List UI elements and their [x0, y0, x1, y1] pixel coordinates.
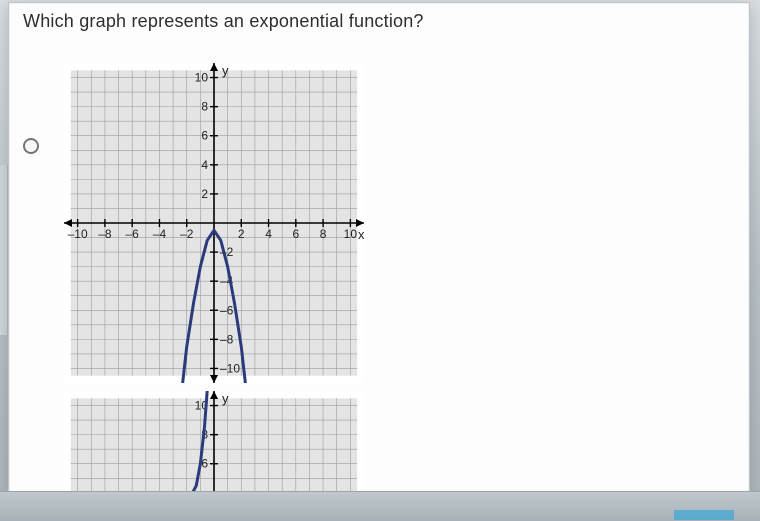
graph-1-svg: –10–8–6–4–2246810–10–8–6–4–2246810xy	[64, 63, 364, 383]
left-edge-tab	[0, 165, 8, 335]
svg-text:–8: –8	[220, 332, 234, 346]
svg-text:8: 8	[320, 227, 327, 241]
svg-text:10: 10	[195, 71, 209, 85]
graph-option-1[interactable]: –10–8–6–4–2246810–10–8–6–4–2246810xy	[64, 63, 364, 383]
svg-text:2: 2	[201, 187, 208, 201]
svg-text:–6: –6	[126, 227, 140, 241]
svg-text:–6: –6	[220, 303, 234, 317]
svg-text:–4: –4	[153, 227, 167, 241]
footer-bar	[0, 491, 760, 521]
next-button[interactable]	[674, 510, 734, 520]
svg-text:x: x	[358, 227, 364, 242]
svg-text:10: 10	[344, 227, 358, 241]
svg-text:–2: –2	[180, 227, 194, 241]
svg-text:–10: –10	[68, 227, 88, 241]
svg-text:6: 6	[201, 129, 208, 143]
svg-text:–8: –8	[98, 227, 112, 241]
question-text: Which graph represents an exponential fu…	[23, 11, 424, 32]
svg-text:2: 2	[238, 227, 245, 241]
svg-text:4: 4	[265, 227, 272, 241]
svg-text:y: y	[222, 63, 229, 78]
svg-text:y: y	[222, 391, 229, 406]
svg-text:4: 4	[201, 158, 208, 172]
svg-text:–10: –10	[220, 361, 240, 375]
svg-text:6: 6	[292, 227, 299, 241]
svg-text:8: 8	[201, 100, 208, 114]
question-card: Which graph represents an exponential fu…	[8, 2, 750, 521]
radio-unselected-icon[interactable]	[23, 138, 39, 154]
